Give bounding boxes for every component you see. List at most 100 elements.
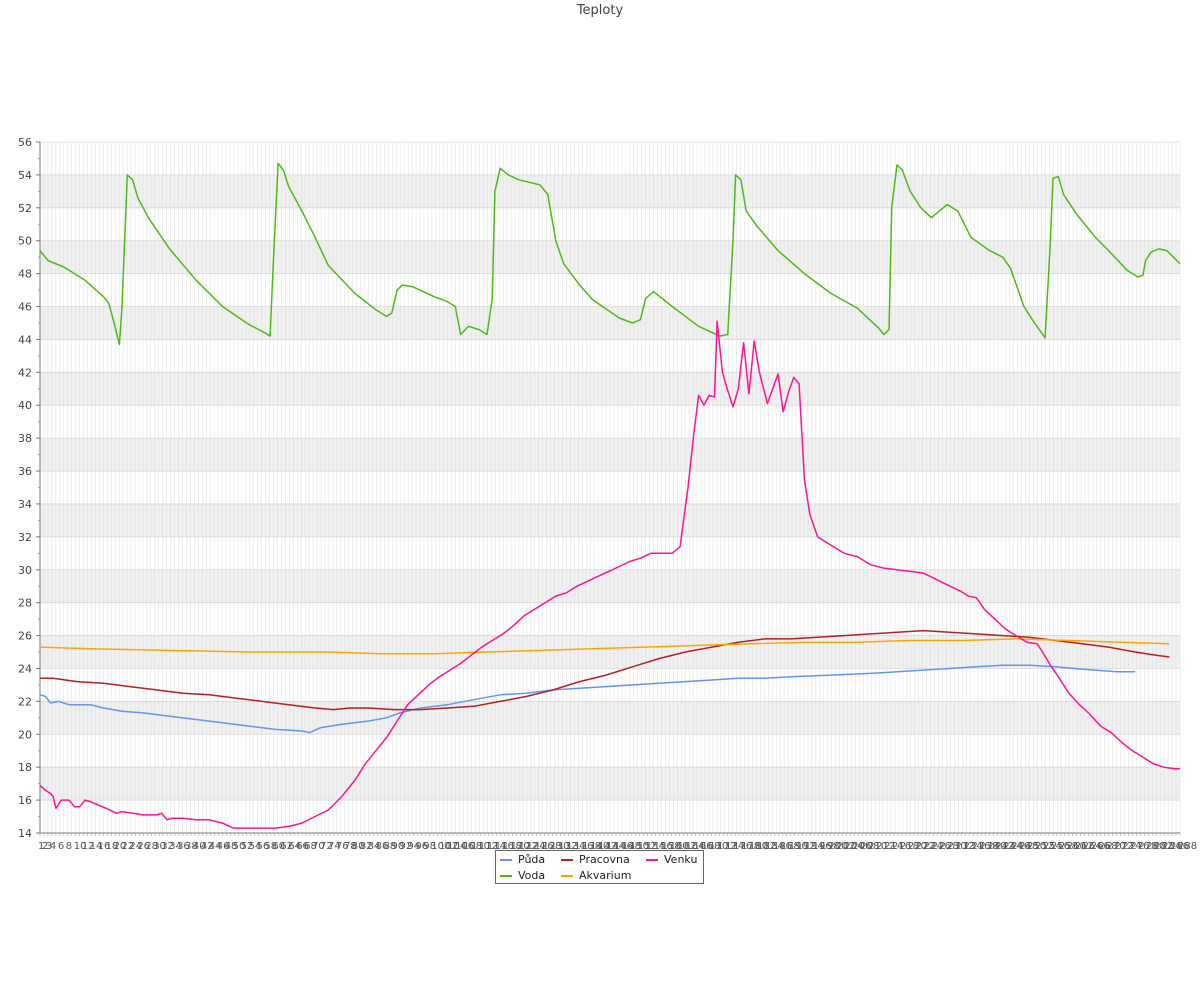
x-tick-label: 164 [685,841,704,852]
x-tick-label: 54 [249,841,262,852]
x-tick-label: 246 [1011,841,1030,852]
x-tick-label: 140 [590,841,609,852]
y-tick-label: 56 [18,136,32,149]
x-tick-label: 116 [495,841,514,852]
x-tick-label: 38 [185,841,198,852]
x-tick-label: 102 [439,841,458,852]
x-tick-label: 172 [717,841,736,852]
x-tick-label: 212 [876,841,895,852]
legend-label: Půda [518,853,546,866]
x-tick-label: 94 [407,841,420,852]
x-tick-label: 3 [46,841,52,852]
series-line-voda [39,162,1181,346]
chart-title: Teploty [576,3,624,18]
x-tick-label: 136 [574,841,593,852]
x-tick-label: 244 [1003,841,1022,852]
y-axis-ticks: 14 16 18 20 22 24 26 28 30 32 34 36 38 40 42 44 46 48 50 52… [18,136,40,840]
y-tick-label: 54 [18,169,32,182]
x-tick-label: 88 [384,841,397,852]
x-tick-label: 100 [431,841,450,852]
x-tick-label: 52 [241,841,254,852]
y-tick-label: 38 [18,432,32,445]
y-tick-label: 18 [18,761,32,774]
x-tick-label: 40 [193,841,206,852]
legend-label: Akvarium [579,869,632,882]
x-tick-label: 154 [646,841,665,852]
legend-item: Pracovna [561,853,630,867]
x-tick-label: 90 [392,841,405,852]
x-tick-label: 84 [368,841,381,852]
legend-swatch [646,859,658,861]
x-tick-label: 106 [455,841,474,852]
x-tick-label: 198 [821,841,840,852]
x-tick-label: 192 [797,841,816,852]
x-tick-label: 130 [550,841,569,852]
x-tick-label: 216 [892,841,911,852]
x-tick-label: 206 [852,841,871,852]
x-tick-label: 138 [582,841,601,852]
x-tick-label: 10 [74,841,87,852]
x-tick-label: 240 [987,841,1006,852]
x-tick-label: 92 [399,841,412,852]
legend-swatch [561,859,573,861]
x-tick-label: 28 [145,841,158,852]
x-tick-label: 62 [280,841,293,852]
x-tick-label: 2 [42,841,48,852]
series-line-pracovna [40,629,1170,711]
y-tick-label: 46 [18,301,32,314]
x-tick-label: 180 [749,841,768,852]
y-tick-label: 20 [18,728,32,741]
x-tick-label: 170 [709,841,728,852]
x-tick-label: 178 [741,841,760,852]
legend: Půda Pracovna Venku Voda Akvarium [495,850,704,884]
x-tick-label: 134 [566,841,585,852]
legend-item: Venku [646,853,697,867]
x-tick-label: 68 [304,841,317,852]
x-tick-label: 8 [66,841,72,852]
x-tick-label: 196 [813,841,832,852]
x-tick-label: 156 [654,841,673,852]
x-tick-label: 96 [415,841,428,852]
x-tick-label: 30 [153,841,166,852]
x-tick-label: 12 [82,841,95,852]
x-tick-label: 238 [979,841,998,852]
x-tick-label: 26 [137,841,150,852]
x-tick-label: 284 [1162,841,1181,852]
x-tick-label: 230 [948,841,967,852]
x-tick-label: 124 [527,841,546,852]
x-tick-label: 222 [916,841,935,852]
x-tick-label: 1 [38,841,44,852]
x-tick-label: 158 [662,841,681,852]
x-tick-label: 236 [971,841,990,852]
x-tick-label: 232 [956,841,975,852]
x-tick-label: 80 [352,841,365,852]
x-tick-label: 36 [177,841,190,852]
x-tick-label: 98 [423,841,436,852]
x-tick-label: 262 [1075,841,1094,852]
x-tick-label: 74 [328,841,341,852]
x-tick-label: 122 [519,841,538,852]
x-tick-label: 160 [670,841,689,852]
x-tick-label: 270 [1107,841,1126,852]
x-tick-label: 264 [1083,841,1102,852]
x-tick-label: 278 [1138,841,1157,852]
x-tick-label: 4 [50,841,56,852]
legend-label: Pracovna [579,853,630,866]
x-tick-label: 118 [503,841,522,852]
x-tick-label: 16 [98,841,111,852]
x-tick-label: 220 [908,841,927,852]
x-tick-label: 200 [828,841,847,852]
x-tick-label: 184 [765,841,784,852]
y-tick-label: 22 [18,695,32,708]
y-tick-label: 32 [18,531,32,544]
legend-item: Voda [500,869,545,883]
x-tick-label: 214 [884,841,903,852]
y-tick-label: 28 [18,597,32,610]
x-tick-label: 250 [1027,841,1046,852]
x-tick-label: 126 [535,841,554,852]
legend-swatch [500,875,512,877]
x-tick-label: 168 [701,841,720,852]
x-tick-label: 18 [106,841,119,852]
y-tick-label: 30 [18,564,32,577]
